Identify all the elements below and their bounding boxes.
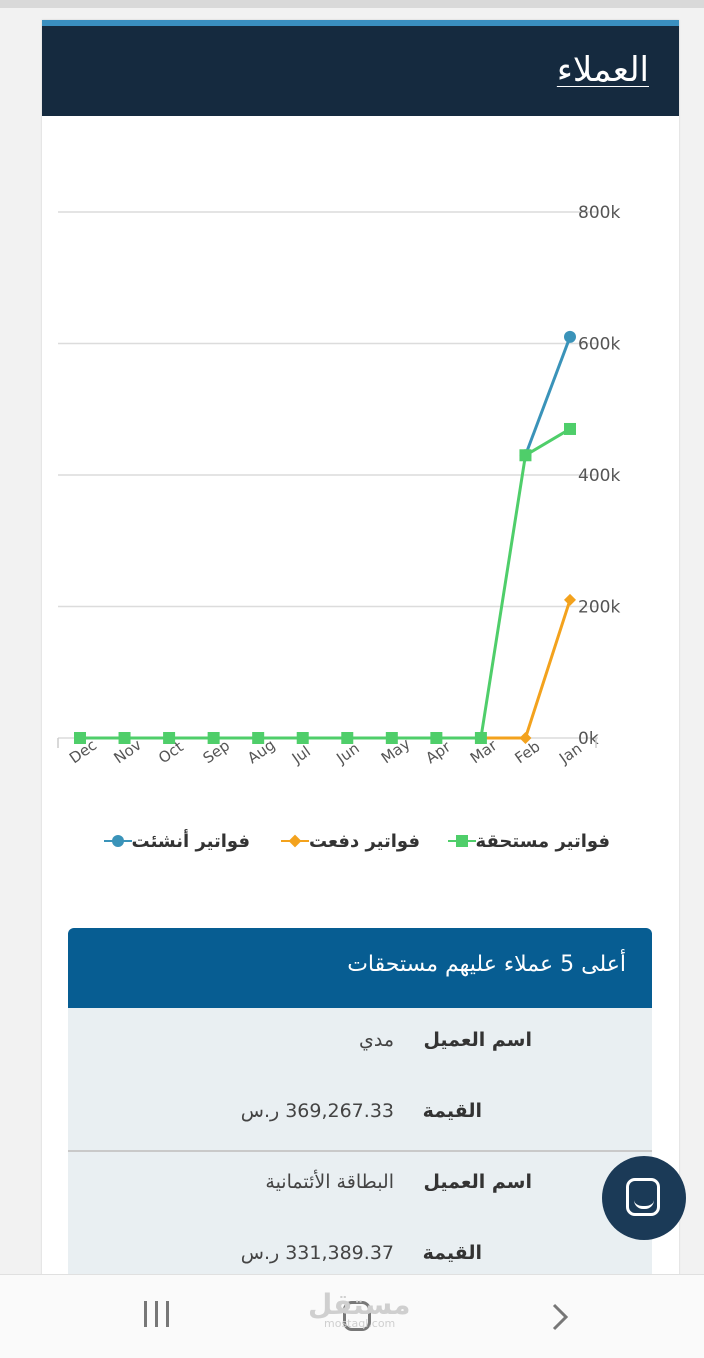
legend-marker xyxy=(103,833,132,849)
legend-label: فواتير أنشئت xyxy=(131,830,250,852)
data-point xyxy=(564,422,576,435)
data-point xyxy=(341,732,354,744)
data-point xyxy=(296,732,309,744)
data-point xyxy=(74,732,86,744)
client-value-label: القيمة xyxy=(422,1100,482,1122)
top-clients-panel: أعلى 5 عملاء عليهم مستحقات اسم العميل مد… xyxy=(68,928,652,1288)
top-clients-header: أعلى 5 عملاء عليهم مستحقات xyxy=(68,928,652,1008)
system-nav-bar xyxy=(0,1274,704,1358)
legend-item[interactable]: فواتير دفعت xyxy=(271,826,420,856)
legend-marker xyxy=(447,833,476,849)
legend-label: فواتير دفعت xyxy=(308,830,420,852)
data-point xyxy=(519,732,532,744)
client-value-row: القيمة 331,389.37 ر.س xyxy=(68,1221,652,1288)
client-name-label: اسم العميل xyxy=(423,1171,532,1193)
client-value-row: القيمة 369,267.33 ر.س xyxy=(68,1079,652,1150)
chat-bubble-icon xyxy=(626,1178,660,1216)
chart-legend: فواتير مستحقة فواتير دفعت فواتير أنشئت xyxy=(0,826,704,856)
card-title: العملاء xyxy=(556,50,649,90)
watermark-logo: مستقل xyxy=(308,1288,411,1321)
client-name-label: اسم العميل xyxy=(423,1029,532,1051)
home-icon[interactable] xyxy=(343,1301,371,1331)
series-line xyxy=(80,427,571,740)
y-tick-label: 200k xyxy=(578,598,620,618)
data-point xyxy=(207,732,220,744)
legend-label: فواتير مستحقة xyxy=(475,830,610,852)
client-value-amount: 331,389.37 ر.س xyxy=(240,1242,394,1264)
recent-apps-icon[interactable] xyxy=(140,1297,174,1337)
data-point xyxy=(564,593,576,606)
card-header: العملاء xyxy=(42,20,679,116)
data-point xyxy=(430,732,443,744)
data-point xyxy=(163,732,176,744)
client-name-row: اسم العميل مدي xyxy=(68,1008,652,1079)
client-value-label: القيمة xyxy=(422,1242,482,1264)
client-name-value: مدي xyxy=(358,1029,394,1051)
data-point xyxy=(252,732,265,744)
client-name-value: البطاقة الأئتمانية xyxy=(265,1171,394,1193)
series-line xyxy=(480,599,572,740)
y-tick-label: 0k xyxy=(578,729,599,749)
top-status-strip xyxy=(0,0,704,8)
watermark-url: mostaql.com xyxy=(324,1317,396,1330)
client-value-amount: 369,267.33 ر.س xyxy=(240,1100,394,1122)
client-record: اسم العميل البطاقة الأئتمانية القيمة 331… xyxy=(68,1150,652,1288)
chat-button[interactable] xyxy=(602,1156,686,1240)
legend-item[interactable]: فواتير أنشئت xyxy=(94,826,250,856)
top-clients-title: أعلى 5 عملاء عليهم مستحقات xyxy=(347,952,626,977)
y-tick-label: 400k xyxy=(578,466,620,486)
back-chevron-icon[interactable] xyxy=(548,1297,574,1337)
record-divider xyxy=(68,1150,652,1152)
x-tick-label: Jul xyxy=(288,742,314,768)
data-point xyxy=(385,732,398,744)
series-line xyxy=(524,336,572,456)
data-point xyxy=(519,449,532,462)
clients-chart: 0k 200k 400k 600k 800k Dec Nov Oct Sep Aug Jul Jun M… xyxy=(0,203,704,856)
legend-marker xyxy=(280,833,309,849)
client-name-row: اسم العميل البطاقة الأئتمانية xyxy=(68,1150,652,1221)
data-point xyxy=(564,330,576,343)
client-record: اسم العميل مدي القيمة 369,267.33 ر.س xyxy=(68,1008,652,1150)
chat-smile-mark xyxy=(634,1200,654,1209)
y-tick-label: 800k xyxy=(578,203,620,223)
data-point xyxy=(118,732,131,744)
data-point xyxy=(474,732,487,744)
y-tick-label: 600k xyxy=(578,335,620,355)
legend-item[interactable]: فواتير مستحقة xyxy=(438,826,610,856)
